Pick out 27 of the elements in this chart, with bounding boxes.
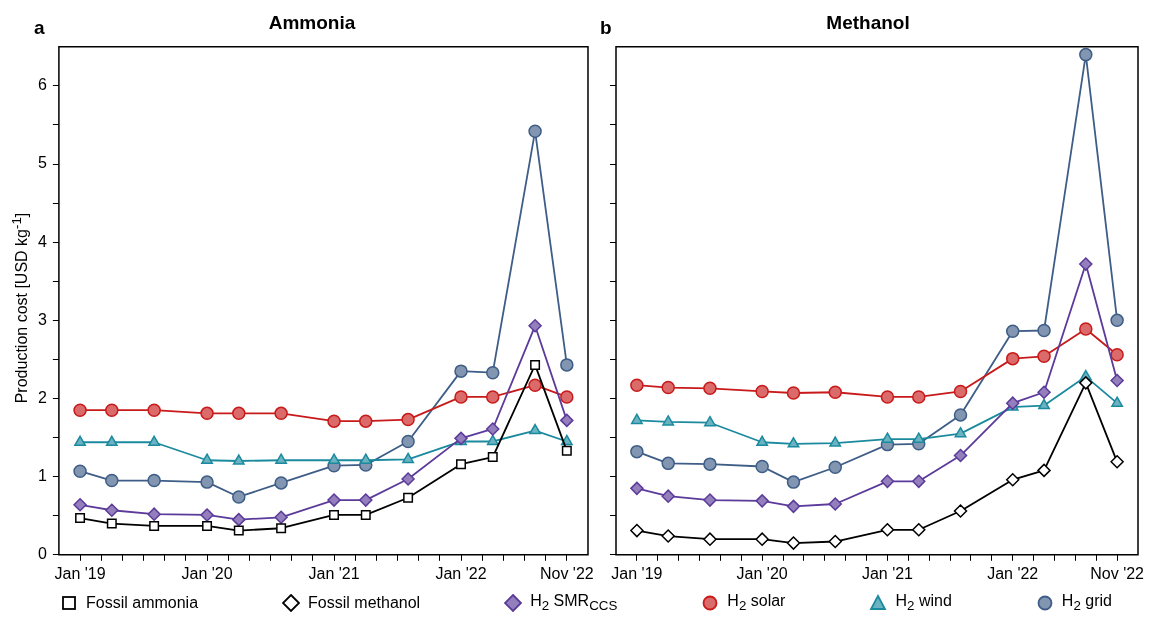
x-tick-label: Jan '20: [181, 564, 233, 582]
x-tick-label: Jan '19: [611, 564, 663, 582]
chart-title: Ammonia: [268, 11, 356, 33]
text: a: [34, 17, 45, 38]
y-tick-label: 0: [37, 545, 47, 563]
chart-title: Methanol: [826, 11, 910, 33]
x-tick-label: Nov '22: [539, 564, 594, 582]
x-tick-label: Jan '22: [987, 564, 1039, 582]
legend-label: H$_{2}$ SMR$_{CCS}$: [530, 592, 618, 614]
y-tick-label: 3: [37, 310, 47, 328]
x-tick-label: Nov '22: [1090, 564, 1145, 582]
legend-label: H$_{2}$ wind: [895, 592, 952, 614]
text: b: [600, 17, 612, 38]
x-tick-label: Jan '20: [736, 564, 788, 582]
y-tick-label: 5: [37, 154, 47, 172]
y-tick-label: 6: [37, 76, 47, 94]
y-tick-label: 2: [37, 388, 47, 406]
legend-label: H$_{2}$ solar: [727, 592, 786, 614]
legend-label: Fossil ammonia: [86, 593, 199, 612]
x-tick-label: Jan '21: [861, 564, 914, 582]
y-tick-label: 4: [37, 232, 47, 250]
legend-label: H$_{2}$ grid: [1061, 592, 1112, 614]
x-tick-label: Jan '19: [54, 564, 106, 582]
x-tick-label: Jan '21: [308, 564, 360, 582]
x-tick-label: Jan '22: [435, 564, 487, 582]
text: Fossil methanol: [308, 593, 421, 612]
y-tick-label: 1: [37, 467, 47, 485]
